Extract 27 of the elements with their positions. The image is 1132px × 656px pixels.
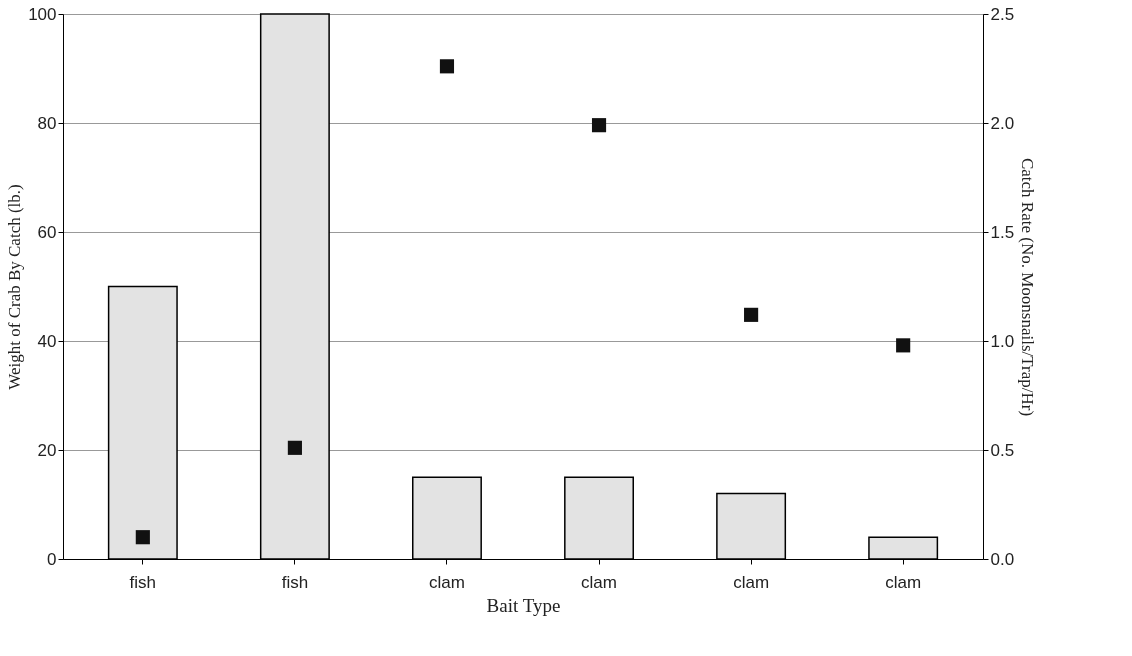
point	[744, 307, 759, 322]
x-tick-label: clam	[429, 572, 465, 592]
x-tick-label: clam	[885, 572, 922, 592]
x-axis-title: Bait Type	[486, 594, 561, 616]
y2-tick-label: 0.0	[990, 549, 1015, 569]
y2-tick-label: 0.5	[990, 440, 1015, 460]
y-tick-label: 0	[47, 549, 57, 569]
x-tick-label: clam	[581, 572, 617, 592]
y-tick-label: 60	[37, 222, 57, 242]
y2-tick-label: 2.5	[990, 4, 1015, 24]
y-tick-label: 80	[37, 113, 57, 133]
y2-tick-label: 1.0	[990, 331, 1015, 351]
y2-axis-title: Catch Rate (No. Moonsnails/Trap/Hr)	[1018, 157, 1038, 417]
point	[896, 338, 911, 353]
y2-tick-label: 1.5	[990, 222, 1015, 242]
y2-tick-label: 2.0	[990, 113, 1015, 133]
x-tick-label: clam	[733, 572, 770, 592]
y-axis-title: Weight of Crab By Catch (lb.)	[5, 184, 25, 390]
y-tick-label: 20	[37, 440, 57, 460]
point	[287, 440, 302, 455]
point	[135, 530, 150, 545]
x-tick-label: fish	[129, 572, 157, 592]
point	[439, 59, 455, 74]
y-tick-label: 40	[37, 331, 57, 351]
x-tick-label: fish	[281, 572, 309, 592]
point	[591, 118, 607, 133]
y-tick-label: 100	[28, 4, 57, 24]
